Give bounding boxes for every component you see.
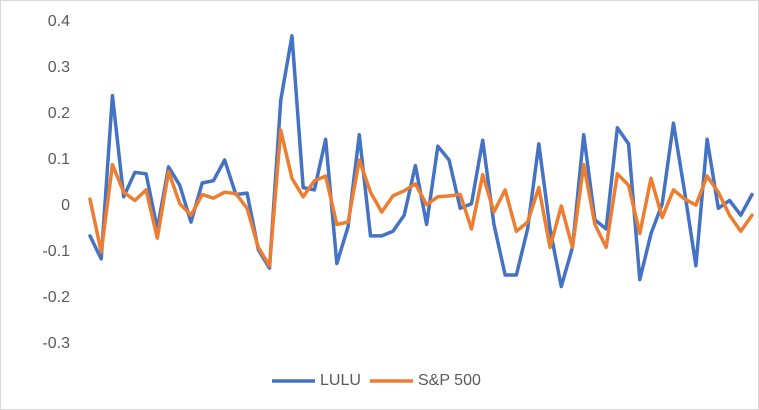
y-tick-label: -0.3 [42,335,70,352]
y-tick-label: 0.2 [48,105,70,122]
legend-label: S&P 500 [418,372,481,389]
line-series [88,128,754,268]
y-tick-label: 0.4 [48,13,70,30]
y-tick-label: 0 [61,197,70,214]
y-tick-label: -0.2 [42,289,70,306]
y-tick-label: -0.1 [42,243,70,260]
y-tick-label: 0.3 [48,59,70,76]
y-tick-label: 0.1 [48,151,70,168]
legend-label: LULU [320,372,361,389]
